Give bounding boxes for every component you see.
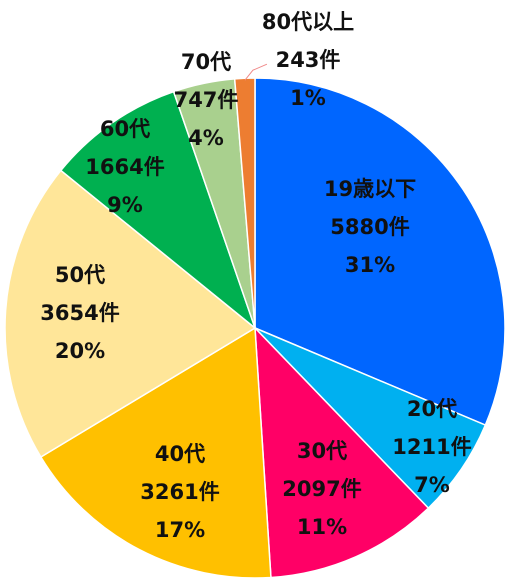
- slice-label-percent: 1%: [290, 86, 326, 110]
- slice-label-percent: 11%: [297, 515, 347, 539]
- slice-label-category: 30代: [297, 439, 347, 463]
- slice-3: [254, 326, 430, 579]
- slice-label-count: 747件: [174, 88, 239, 112]
- slice-6: [59, 90, 257, 331]
- slice-label-percent: 7%: [414, 473, 450, 497]
- slice-8: [233, 77, 256, 329]
- slice-label-group-8: 80代以上 243件 1%: [262, 10, 354, 110]
- slice-label-category: 50代: [55, 263, 105, 287]
- slice-label-group-1: 19歳以下 5880件 31%: [324, 177, 416, 277]
- slice-label-group-5: 50代 3654件 20%: [40, 263, 119, 363]
- slice-5: [4, 169, 257, 459]
- slice-label-percent: 17%: [155, 518, 205, 542]
- slice-label-count: 1664件: [85, 155, 164, 179]
- slice-label-percent: 9%: [107, 193, 143, 217]
- slice-label-count: 3261件: [140, 480, 219, 504]
- slice-label-percent: 4%: [188, 126, 224, 150]
- slice-label-category: 60代: [100, 117, 150, 141]
- slice-label-category: 40代: [155, 442, 205, 466]
- slice-label-category: 70代: [181, 50, 231, 74]
- slice-label-category: 80代以上: [262, 10, 354, 34]
- slice-label-group-7: 70代 747件 4%: [174, 50, 239, 150]
- slice-label-count: 5880件: [330, 215, 409, 239]
- slice-label-category: 20代: [407, 397, 457, 421]
- slice-label-count: 2097件: [282, 477, 361, 501]
- slice-label-group-3: 30代 2097件 11%: [282, 439, 361, 539]
- slice-label-percent: 20%: [55, 339, 105, 363]
- slice-label-group-6: 60代 1664件 9%: [85, 117, 164, 217]
- slice-label-count: 243件: [276, 48, 341, 72]
- slice-label-group-2: 20代 1211件 7%: [392, 397, 471, 497]
- leader-line: [244, 63, 268, 81]
- slice-label-group-4: 40代 3261件 17%: [140, 442, 219, 542]
- slice-label-category: 19歳以下: [324, 177, 416, 201]
- slice-label-count: 1211件: [392, 435, 471, 459]
- slice-label-percent: 31%: [345, 253, 395, 277]
- slice-label-count: 3654件: [40, 301, 119, 325]
- slice-1: [254, 77, 506, 427]
- slice-4: [39, 326, 272, 579]
